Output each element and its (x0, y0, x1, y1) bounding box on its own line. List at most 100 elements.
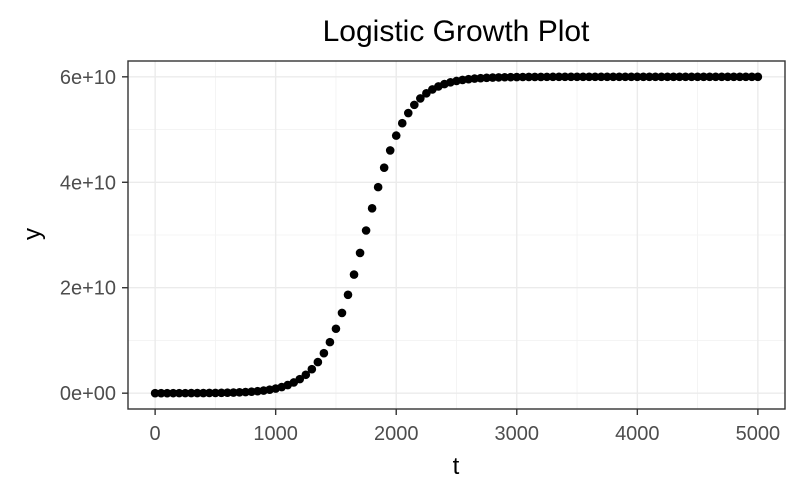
x-tick-label: 0 (150, 423, 161, 445)
data-point (669, 72, 678, 82)
panel-border (127, 60, 786, 410)
data-point (162, 388, 172, 398)
data-point (494, 73, 503, 82)
data-point (554, 72, 564, 82)
data-point (367, 204, 377, 213)
data-point (397, 118, 407, 128)
data-point (753, 72, 763, 82)
x-tick-label: 5000 (736, 423, 781, 445)
data-point (524, 72, 534, 82)
data-point (566, 72, 576, 82)
data-point (518, 72, 528, 82)
data-point (295, 374, 305, 384)
data-point (403, 108, 413, 118)
data-point (711, 72, 720, 82)
data-point (723, 72, 733, 82)
data-point (699, 72, 708, 82)
data-point (500, 72, 510, 82)
data-point (205, 388, 214, 398)
data-point (325, 337, 335, 347)
data-point (319, 348, 329, 358)
data-point (313, 357, 323, 367)
data-point (343, 290, 353, 300)
data-point (536, 72, 546, 82)
data-point (705, 72, 714, 82)
data-point (379, 163, 389, 172)
data-point (211, 388, 220, 398)
data-point (645, 72, 654, 82)
data-point (560, 72, 570, 82)
chart-title: Logistic Growth Plot (323, 15, 590, 48)
x-tick-label: 3000 (495, 423, 540, 445)
data-point (301, 370, 311, 380)
data-point (512, 72, 522, 82)
data-point (506, 72, 516, 82)
data-point (416, 94, 425, 103)
data-point (584, 72, 594, 82)
data-point (331, 324, 341, 334)
data-point (193, 388, 202, 398)
axis-ticks (122, 76, 759, 415)
data-point (174, 388, 184, 398)
y-tick-label: 6e+10 (60, 67, 116, 89)
data-point (186, 388, 196, 398)
data-point (681, 72, 690, 82)
data-point (355, 248, 365, 258)
data-point (627, 72, 636, 82)
data-point (657, 72, 666, 82)
data-point (596, 72, 606, 82)
data-point (614, 72, 624, 82)
data-point (633, 72, 642, 82)
data-point (608, 72, 618, 82)
x-tick-label: 4000 (615, 423, 660, 445)
data-point (349, 270, 359, 279)
x-tick-label: 1000 (253, 423, 298, 445)
data-point (590, 72, 600, 82)
data-point (542, 72, 552, 82)
data-point (156, 388, 166, 398)
data-point (410, 100, 419, 110)
data-point (687, 72, 696, 82)
data-point (337, 308, 347, 318)
data-point (150, 388, 160, 398)
data-point (488, 73, 497, 82)
data-point (675, 72, 684, 82)
data-point (639, 72, 648, 82)
y-axis-tick-labels: 0e+00 2e+10 4e+10 6e+10 (60, 67, 116, 405)
data-point (651, 72, 660, 82)
data-point (482, 73, 491, 83)
data-point (223, 388, 232, 398)
data-point (548, 72, 558, 82)
data-point (729, 72, 739, 82)
data-point (578, 72, 588, 82)
x-tick-label: 2000 (374, 423, 419, 445)
y-tick-label: 4e+10 (60, 172, 116, 194)
data-point (530, 72, 540, 82)
data-point (217, 388, 226, 398)
data-point (361, 226, 371, 235)
y-tick-label: 0e+00 (60, 383, 116, 405)
data-point (741, 72, 751, 82)
y-axis-label: y (19, 228, 46, 240)
x-axis-label: t (453, 453, 460, 480)
data-point (168, 388, 178, 398)
data-point (717, 72, 727, 82)
data-point (229, 388, 238, 397)
x-axis-tick-labels: 0 1000 2000 3000 4000 5000 (150, 423, 781, 445)
data-point (620, 72, 630, 82)
y-tick-label: 2e+10 (60, 278, 116, 300)
data-point (235, 388, 244, 397)
data-point (693, 72, 702, 82)
data-point (663, 72, 672, 82)
data-point (602, 72, 612, 82)
grid-lines (128, 61, 785, 409)
data-point (747, 72, 757, 82)
data-point (735, 72, 745, 82)
data-point (199, 388, 208, 398)
data-point (373, 182, 383, 192)
data-point (180, 388, 190, 398)
data-points (150, 72, 763, 398)
data-point (391, 131, 401, 140)
data-point (572, 72, 582, 82)
